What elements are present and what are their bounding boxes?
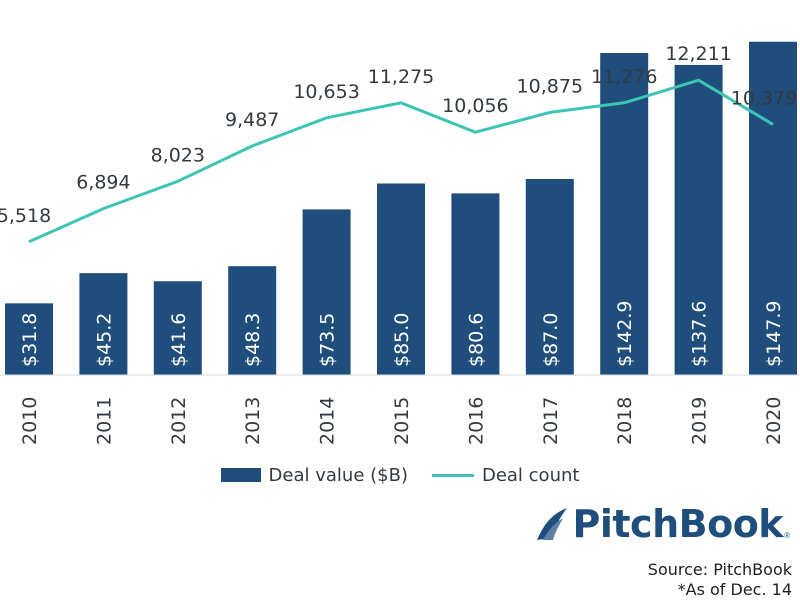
bar-2015 (377, 183, 425, 375)
chart: $31.8 2010 $45.2 2011 $41.6 2012 $48.3 2013 $73.… (0, 41, 800, 445)
line-value-label-2018: 11,276 (591, 66, 657, 88)
bar-value-label-2017: $87.0 (540, 313, 562, 367)
bar-2011 (79, 273, 128, 375)
line-value-label-2013: 9,487 (225, 109, 279, 131)
bar-2020 (749, 41, 797, 376)
bar-value-label-2011: $45.2 (93, 313, 115, 367)
x-tick-label-2019: 2019 (689, 397, 711, 445)
x-tick-label-2015: 2015 (391, 397, 413, 445)
legend-item-deal-value: Deal value ($B) (220, 464, 408, 486)
deal-count-line (28, 78, 774, 244)
line-value-label-2016: 10,056 (442, 95, 508, 117)
line-value-label-2017: 10,875 (517, 75, 583, 97)
bar-2019 (674, 64, 723, 375)
bar-value-label-2012: $41.6 (168, 313, 190, 367)
legend-bar-swatch (220, 468, 261, 482)
bar-2013 (228, 266, 277, 375)
line-value-label-2020: 10,379 (731, 87, 797, 109)
legend-label-deal-count: Deal count (481, 464, 580, 486)
x-tick-label-2020: 2020 (763, 397, 785, 445)
x-tick-label-2013: 2013 (242, 397, 264, 445)
bar-2012 (153, 281, 202, 375)
pitchbook-mark-icon (536, 508, 567, 540)
x-tick-label-2017: 2017 (540, 397, 562, 445)
bar-value-label-2013: $48.3 (242, 313, 264, 367)
x-tick-label-2016: 2016 (465, 397, 487, 445)
pitchbook-logo: PitchBook ® (533, 502, 790, 546)
line-value-label-2010: 5,518 (0, 205, 51, 227)
line-value-label-2011: 6,894 (76, 172, 130, 194)
logo-registered-mark: ® (784, 531, 790, 540)
line-value-label-2014: 10,653 (293, 81, 359, 103)
bar-value-label-2018: $142.9 (614, 301, 636, 367)
bar-2014 (302, 209, 351, 375)
x-tick-label-2014: 2014 (317, 397, 339, 445)
legend: Deal value ($B) Deal count (0, 460, 800, 490)
line-value-label-2012: 8,023 (151, 144, 205, 166)
x-tick-label-2010: 2010 (19, 397, 41, 445)
bar-value-label-2015: $85.0 (391, 313, 413, 367)
bar-2010 (5, 303, 53, 375)
logo-wordmark: PitchBook (572, 502, 784, 546)
as-of-note: *As of Dec. 14 (677, 580, 792, 599)
bar-2016 (451, 193, 500, 375)
line-value-label-2019: 12,211 (665, 43, 731, 65)
bar-value-label-2016: $80.6 (465, 313, 487, 367)
bar-value-label-2010: $31.8 (19, 313, 41, 367)
x-tick-label-2011: 2011 (93, 397, 115, 445)
bar-2017 (525, 178, 574, 375)
source-line: Source: PitchBook (647, 560, 792, 579)
x-tick-label-2012: 2012 (168, 397, 190, 445)
bar-value-label-2019: $137.6 (689, 301, 711, 367)
bar-value-label-2020: $147.9 (763, 301, 785, 367)
x-tick-label-2018: 2018 (614, 397, 636, 445)
line-value-label-2015: 11,275 (368, 66, 434, 88)
legend-line-swatch (431, 473, 474, 477)
legend-label-deal-value: Deal value ($B) (268, 464, 408, 486)
legend-item-deal-count: Deal count (431, 464, 580, 486)
bar-value-label-2014: $73.5 (317, 313, 339, 367)
source-note: Source: PitchBook *As of Dec. 14 (648, 560, 792, 600)
bar-2018 (600, 52, 649, 376)
